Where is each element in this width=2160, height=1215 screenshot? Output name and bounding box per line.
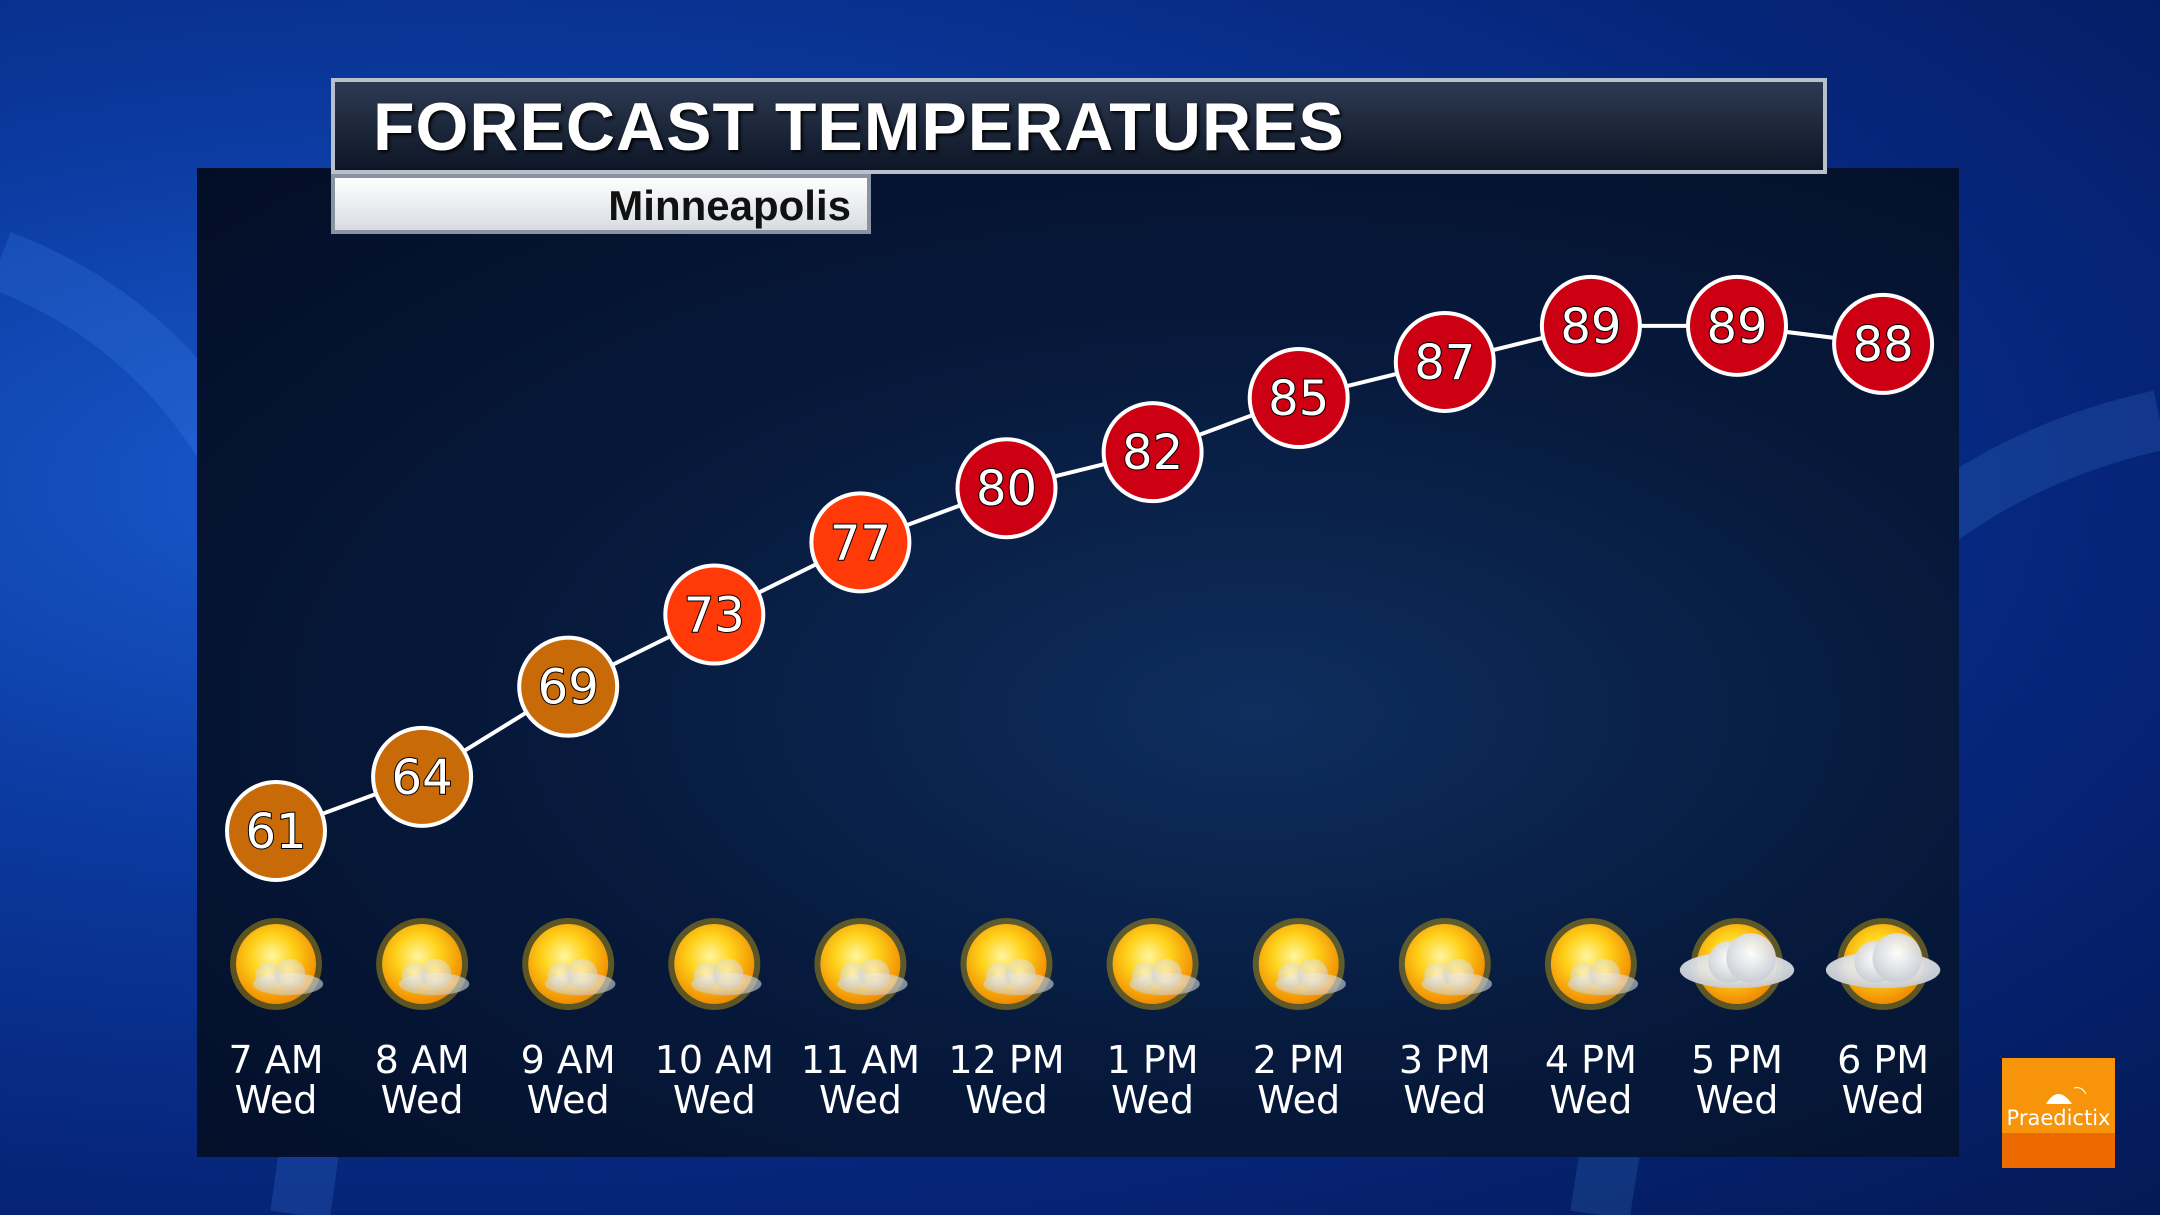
x-tick-day: Wed bbox=[1842, 1078, 1925, 1122]
data-point-marker bbox=[1101, 401, 1204, 504]
data-label: 82 bbox=[1122, 425, 1183, 481]
x-tick-time: 5 PM bbox=[1691, 1038, 1783, 1082]
x-tick-day: Wed bbox=[1549, 1078, 1632, 1122]
data-label: 69 bbox=[538, 660, 599, 716]
data-point-marker bbox=[371, 725, 474, 828]
praedictix-logo: Praedictix bbox=[2002, 1058, 2115, 1168]
data-label: 87 bbox=[1414, 335, 1475, 391]
data-point-marker bbox=[809, 491, 912, 594]
data-point-marker bbox=[225, 780, 327, 882]
x-tick-day: Wed bbox=[381, 1078, 464, 1122]
x-tick-time: 11 AM bbox=[801, 1038, 920, 1082]
sun-partly-cloudy-icon bbox=[1252, 918, 1346, 1010]
data-point: 89 bbox=[1539, 274, 1642, 377]
data-label: 61 bbox=[245, 804, 306, 860]
data-point-marker bbox=[1832, 292, 1935, 395]
sun-partly-cloudy-icon bbox=[1398, 918, 1493, 1010]
location-box: Minneapolis bbox=[331, 174, 871, 234]
data-point: 87 bbox=[1393, 310, 1496, 413]
data-label: 80 bbox=[976, 461, 1037, 517]
x-tick-time: 12 PM bbox=[948, 1038, 1064, 1082]
sun-partly-cloudy-icon bbox=[960, 918, 1054, 1010]
page-title: FORECAST TEMPERATURES bbox=[373, 89, 1345, 165]
data-point-marker bbox=[1247, 347, 1350, 450]
data-point: 82 bbox=[1101, 401, 1204, 504]
sun-partly-cloudy-icon bbox=[1106, 918, 1200, 1010]
data-point: 73 bbox=[663, 563, 766, 666]
x-tick-day: Wed bbox=[819, 1078, 902, 1122]
mostly-cloudy-sun-icon bbox=[1679, 918, 1795, 1010]
x-tick-day: Wed bbox=[965, 1078, 1048, 1122]
data-point: 64 bbox=[371, 725, 474, 828]
x-tick-day: Wed bbox=[1111, 1078, 1194, 1122]
data-point-marker bbox=[1539, 274, 1642, 377]
data-point: 61 bbox=[225, 780, 327, 882]
x-tick-day: Wed bbox=[1403, 1078, 1486, 1122]
mostly-cloudy-sun-icon bbox=[1825, 918, 1941, 1010]
chart-panel bbox=[197, 168, 1959, 1157]
sun-partly-cloudy-icon bbox=[522, 918, 616, 1010]
title-bar: FORECAST TEMPERATURES bbox=[331, 78, 1827, 174]
data-label: 73 bbox=[684, 588, 745, 644]
data-point: 89 bbox=[1686, 274, 1788, 377]
x-tick-time: 4 PM bbox=[1545, 1038, 1637, 1082]
data-point-marker bbox=[955, 437, 1058, 540]
data-label: 85 bbox=[1268, 371, 1329, 427]
data-label: 89 bbox=[1560, 299, 1621, 355]
x-tick-day: Wed bbox=[1257, 1078, 1340, 1122]
data-label: 64 bbox=[392, 750, 453, 806]
x-tick-time: 3 PM bbox=[1399, 1038, 1491, 1082]
data-point-marker bbox=[1393, 310, 1496, 413]
umbrella-icon bbox=[2046, 1087, 2087, 1104]
data-point: 69 bbox=[517, 635, 620, 738]
x-tick-time: 6 PM bbox=[1837, 1038, 1929, 1082]
data-label: 88 bbox=[1853, 317, 1914, 373]
sun-partly-cloudy-icon bbox=[376, 918, 470, 1010]
x-tick-time: 1 PM bbox=[1107, 1038, 1199, 1082]
logo-text: Praedictix bbox=[2006, 1106, 2111, 1130]
data-point-marker bbox=[1686, 274, 1788, 377]
sun-partly-cloudy-icon bbox=[1544, 918, 1639, 1010]
x-tick-day: Wed bbox=[673, 1078, 756, 1122]
x-tick-day: Wed bbox=[1696, 1078, 1779, 1122]
x-tick-day: Wed bbox=[235, 1078, 318, 1122]
x-tick-time: 7 AM bbox=[228, 1038, 323, 1082]
data-point: 77 bbox=[809, 491, 912, 594]
x-tick-time: 2 PM bbox=[1253, 1038, 1345, 1082]
data-point-marker bbox=[517, 635, 620, 738]
data-point: 88 bbox=[1832, 292, 1935, 395]
sun-partly-cloudy-icon bbox=[668, 918, 762, 1010]
data-point: 85 bbox=[1247, 347, 1350, 450]
location-label: Minneapolis bbox=[608, 182, 851, 229]
x-tick-time: 10 AM bbox=[655, 1038, 774, 1082]
x-tick-day: Wed bbox=[527, 1078, 610, 1122]
sun-partly-cloudy-icon bbox=[230, 918, 324, 1010]
sun-partly-cloudy-icon bbox=[814, 918, 908, 1010]
data-point: 80 bbox=[955, 437, 1058, 540]
data-label: 77 bbox=[830, 515, 891, 571]
x-tick-time: 9 AM bbox=[521, 1038, 616, 1082]
x-tick-time: 8 AM bbox=[375, 1038, 470, 1082]
data-label: 89 bbox=[1706, 299, 1767, 355]
data-point-marker bbox=[663, 563, 766, 666]
